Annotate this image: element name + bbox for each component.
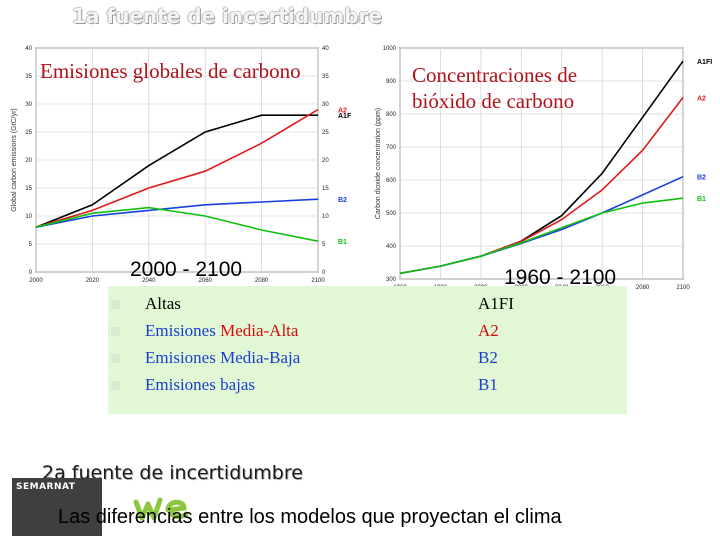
y-tick-label-right: 15 — [322, 186, 329, 192]
chart-emisiones-title: Emisiones globales de carbono — [40, 58, 301, 84]
y-tick-label: 30 — [25, 102, 32, 108]
legend-label: Emisiones bajas — [145, 375, 256, 394]
slide-subtitle: 2a fuente de incertidumbre — [42, 462, 303, 484]
range-label-concentraciones: 1960 - 2100 — [504, 266, 617, 289]
legend-label: Emisiones Media-Alta — [145, 321, 299, 340]
legend-code: A1FI — [478, 294, 514, 313]
y-tick-label-right: 40 — [322, 46, 329, 52]
y-tick-label: 800 — [386, 112, 397, 118]
series-line-b2 — [35, 198, 319, 228]
legend-code: A2 — [478, 321, 499, 340]
x-tick-label: 2040 — [142, 278, 156, 284]
series-label-b1: B1 — [697, 196, 706, 203]
y-tick-label-right: 35 — [322, 74, 329, 80]
y-tick-label: 5 — [29, 242, 33, 248]
y-tick-label: 300 — [386, 277, 397, 283]
series-line-a1f — [35, 114, 318, 228]
slide-footer: Las diferencias entre los modelos que pr… — [58, 506, 562, 528]
series-line-b1 — [35, 206, 319, 242]
series-label-b1: B1 — [338, 239, 347, 246]
legend-row-altas: Altas A1FI — [108, 294, 627, 318]
legend-label: Emisiones Media-Baja — [145, 348, 301, 367]
y-tick-label-right: 30 — [322, 102, 329, 108]
legend-row-bajas: Emisiones bajas B1 — [108, 375, 627, 399]
y-tick-label: 500 — [386, 211, 397, 217]
series-label-a1fi: A1FI — [697, 59, 712, 66]
bullet-icon — [111, 381, 120, 390]
legend-row-media-alta: Emisiones Media-Alta A2 — [108, 321, 627, 345]
legend-row-media-baja: Emisiones Media-Baja B2 — [108, 348, 627, 372]
y-tick-label: 15 — [25, 186, 32, 192]
institute-logo-icon — [133, 497, 189, 521]
chart-concentraciones-title: Concentraciones de bióxido de carbono — [412, 62, 622, 114]
x-tick-label: 2100 — [676, 285, 690, 291]
range-label-emisiones: 2000 - 2100 — [130, 258, 243, 281]
y-tick-label: 25 — [25, 130, 32, 136]
series-label-b2: B2 — [338, 197, 347, 204]
series-label-b2: B2 — [697, 175, 706, 182]
series-label-a1f: A1F — [338, 113, 352, 120]
y-tick-label: 20 — [25, 158, 32, 164]
y-axis-label: Carbon dioxide concentration (ppm) — [375, 108, 382, 219]
slide-title: 1a fuente de incertidumbre — [72, 4, 382, 28]
y-tick-label: 40 — [25, 46, 32, 52]
y-tick-label: 600 — [386, 178, 397, 184]
chart-emisiones-title-text: Emisiones globales de carbono — [40, 59, 301, 83]
y-tick-label-right: 20 — [322, 158, 329, 164]
x-tick-label: 2080 — [636, 285, 650, 291]
y-tick-label-right: 25 — [322, 130, 329, 136]
series-label-a2: A2 — [697, 96, 706, 103]
y-tick-label: 35 — [25, 74, 32, 80]
y-axis-label: Global carbon emissions (GtC/yr) — [11, 108, 18, 211]
legend-box: Altas A1FI Emisiones Media-Alta A2 Emisi… — [108, 286, 627, 414]
y-tick-label: 900 — [386, 79, 397, 85]
plot-area — [399, 47, 684, 280]
semarnat-logo: SEMARNAT — [12, 478, 102, 536]
legend-code: B1 — [478, 375, 498, 394]
legend-code: B2 — [478, 348, 498, 367]
y-tick-label: 700 — [386, 145, 397, 151]
y-tick-label: 1000 — [383, 46, 397, 52]
series-line-a2 — [35, 108, 319, 228]
x-tick-label: 2100 — [311, 278, 325, 284]
y-tick-label-right: 10 — [322, 214, 329, 220]
y-tick-label-right: 0 — [322, 270, 326, 276]
x-tick-label: 2080 — [255, 278, 269, 284]
x-tick-label: 2020 — [86, 278, 100, 284]
series-line-b1 — [399, 197, 684, 275]
bullet-icon — [111, 300, 120, 309]
y-tick-label: 10 — [25, 214, 32, 220]
x-tick-label: 2000 — [29, 278, 43, 284]
series-label-a2: A2 — [338, 108, 347, 115]
chart-concentraciones-title-text: Concentraciones de bióxido de carbono — [412, 63, 578, 113]
logo-name: SEMARNAT — [16, 482, 76, 492]
y-tick-label-right: 5 — [322, 242, 326, 248]
y-tick-label: 400 — [386, 244, 397, 250]
legend-label: Altas — [145, 294, 181, 313]
x-tick-label: 2060 — [199, 278, 213, 284]
bullet-icon — [111, 354, 120, 363]
y-tick-label: 0 — [29, 270, 33, 276]
bullet-icon — [111, 327, 120, 336]
